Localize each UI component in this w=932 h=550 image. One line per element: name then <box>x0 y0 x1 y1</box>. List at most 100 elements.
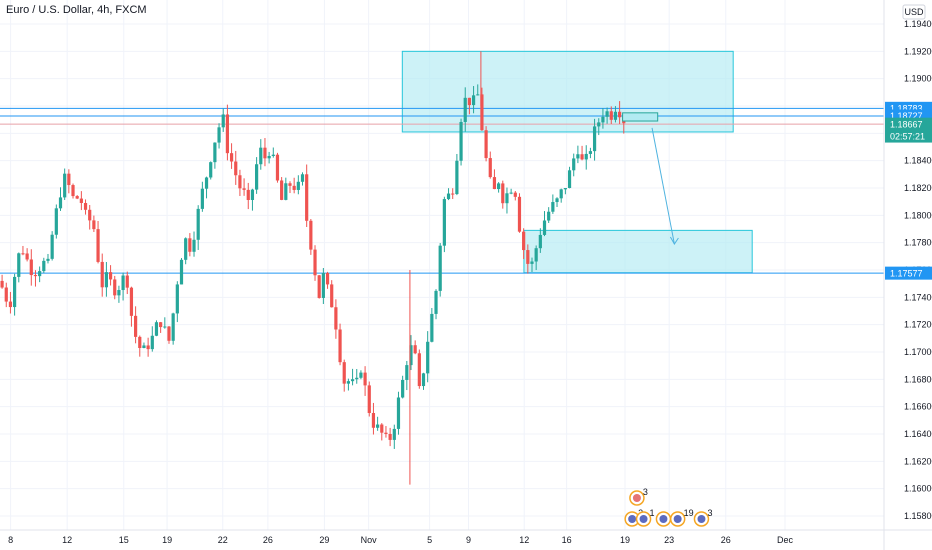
candle-body <box>246 189 250 201</box>
candle-body <box>238 175 242 189</box>
currency-box[interactable] <box>902 4 926 20</box>
event-count: 3 <box>707 508 712 518</box>
candle-body <box>609 111 613 120</box>
y-tick-label: 1.16400 <box>904 429 932 439</box>
candle-body <box>188 238 192 252</box>
candle-body <box>209 162 213 178</box>
candle-body <box>367 385 371 414</box>
candle-body <box>75 196 79 199</box>
candle-body <box>592 126 597 152</box>
x-tick-label: 12 <box>62 535 72 545</box>
candle-body <box>547 211 551 221</box>
candle-body <box>442 199 446 246</box>
candle-body <box>409 345 413 366</box>
y-tick-label: 1.17400 <box>904 292 932 302</box>
y-tick-label: 1.16800 <box>904 374 932 384</box>
x-tick-label: 8 <box>8 535 13 545</box>
price-tag-box <box>885 129 932 143</box>
candle-body <box>221 114 225 128</box>
candle-body <box>255 164 259 190</box>
candle-body <box>288 183 292 186</box>
price-tag-label: 1.17577 <box>890 268 923 278</box>
candle-body <box>275 154 280 181</box>
candle-body <box>605 111 609 117</box>
candle-body <box>42 260 46 272</box>
candle-body <box>171 313 175 341</box>
candle-body <box>522 231 526 251</box>
candle-body <box>113 279 117 296</box>
event-icons-layer: 321193 <box>624 487 712 527</box>
x-tick-label: 23 <box>664 535 674 545</box>
y-tick-label: 1.19000 <box>904 74 932 84</box>
candle-body <box>467 97 472 106</box>
candle-body <box>430 313 434 342</box>
zone-rect <box>523 229 753 274</box>
candle-body <box>104 272 108 288</box>
candle-body <box>534 248 538 262</box>
candle-body <box>542 220 547 235</box>
candle-body <box>371 413 376 428</box>
candle-body <box>300 174 305 182</box>
candle-body <box>280 180 284 200</box>
candle-body <box>259 147 263 165</box>
candle-body <box>551 202 555 212</box>
candle-body <box>8 301 13 308</box>
candle-body <box>471 95 476 106</box>
candle-body <box>229 153 234 162</box>
candle-body <box>46 258 50 261</box>
candle-body <box>376 424 380 428</box>
y-tick-label: 1.18400 <box>904 156 932 166</box>
candle-body <box>196 208 200 240</box>
candle-body <box>584 153 588 160</box>
candle-body <box>350 379 355 382</box>
candle-body <box>242 188 246 190</box>
candle-body <box>58 197 63 209</box>
x-tick-label: 19 <box>620 535 630 545</box>
candle-body <box>484 130 488 159</box>
time-axis[interactable]: 8 12 15 19 22 26 29 Nov 5 9 12 16 19 23 26 Dec <box>0 529 932 545</box>
candle-body <box>563 188 567 190</box>
x-tick-label: 16 <box>562 535 572 545</box>
candle-body <box>572 158 576 171</box>
candle-body <box>438 245 442 291</box>
candle-body <box>167 326 171 341</box>
candle-body <box>555 198 559 203</box>
candle-body <box>79 198 83 204</box>
candle-body <box>355 377 359 380</box>
candle-body <box>559 189 563 199</box>
candle-body <box>88 209 92 221</box>
candle-body <box>513 192 517 197</box>
candle-body <box>517 196 522 232</box>
x-tick-label: 22 <box>218 535 228 545</box>
candle-body <box>71 185 75 197</box>
candle-body <box>67 173 71 186</box>
candle-body <box>108 272 113 280</box>
candle-body <box>321 272 325 298</box>
y-tick-label: 1.16000 <box>904 484 932 494</box>
x-tick-label: 5 <box>427 535 432 545</box>
y-tick-label: 1.19200 <box>904 46 932 56</box>
event-flag-fill <box>639 515 648 523</box>
candle-body <box>225 114 230 154</box>
candle-body <box>492 177 497 190</box>
candle-body <box>363 372 367 386</box>
chart-title: Euro / U.S. Dollar, 4h, FXCM <box>6 4 147 16</box>
candle-body <box>317 275 321 298</box>
price-tag-label: 1.18727 <box>890 111 923 121</box>
candle-body <box>29 259 33 276</box>
y-tick-label: 1.15800 <box>904 511 932 521</box>
x-tick-label: 19 <box>162 535 172 545</box>
candle-body <box>305 174 309 221</box>
candle-body <box>309 220 313 250</box>
candle-body <box>601 116 605 123</box>
candle-body <box>292 185 296 190</box>
y-tick-label: 1.16200 <box>904 456 932 466</box>
candle-body <box>296 181 300 190</box>
candle-body <box>13 276 17 308</box>
candle-body <box>117 290 121 296</box>
candle-body <box>96 229 100 262</box>
candle-body <box>509 192 513 194</box>
event-flag-fill <box>697 515 706 523</box>
price-tag-label: 02:57:21 <box>890 131 925 141</box>
